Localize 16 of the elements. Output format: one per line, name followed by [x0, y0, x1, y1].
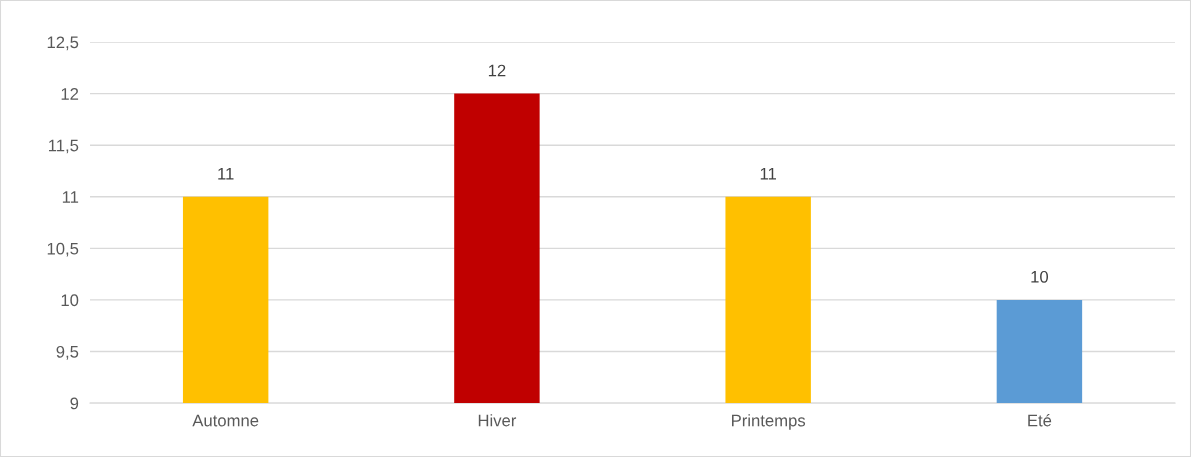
y-tick-label: 10 [61, 294, 79, 307]
data-label: 12 [488, 64, 506, 77]
y-tick-label: 9 [70, 397, 79, 410]
x-tick-label: Automne [192, 414, 259, 427]
y-tick-label: 9,5 [56, 345, 79, 360]
y-tick-label: 10,5 [47, 242, 79, 257]
data-label: 11 [760, 167, 777, 180]
y-tick-label: 12 [61, 88, 79, 100]
x-tick-label: Hiver [478, 414, 517, 427]
data-label: 11 [218, 167, 234, 180]
y-tick-label: 11,5 [48, 139, 79, 154]
y-tick-label: 12,5 [47, 36, 79, 51]
x-tick-label: Printemps [732, 414, 806, 430]
x-tick-label: Eté [1028, 413, 1052, 427]
data-label: 10 [1031, 270, 1049, 283]
y-tick-label: 11 [62, 191, 79, 203]
